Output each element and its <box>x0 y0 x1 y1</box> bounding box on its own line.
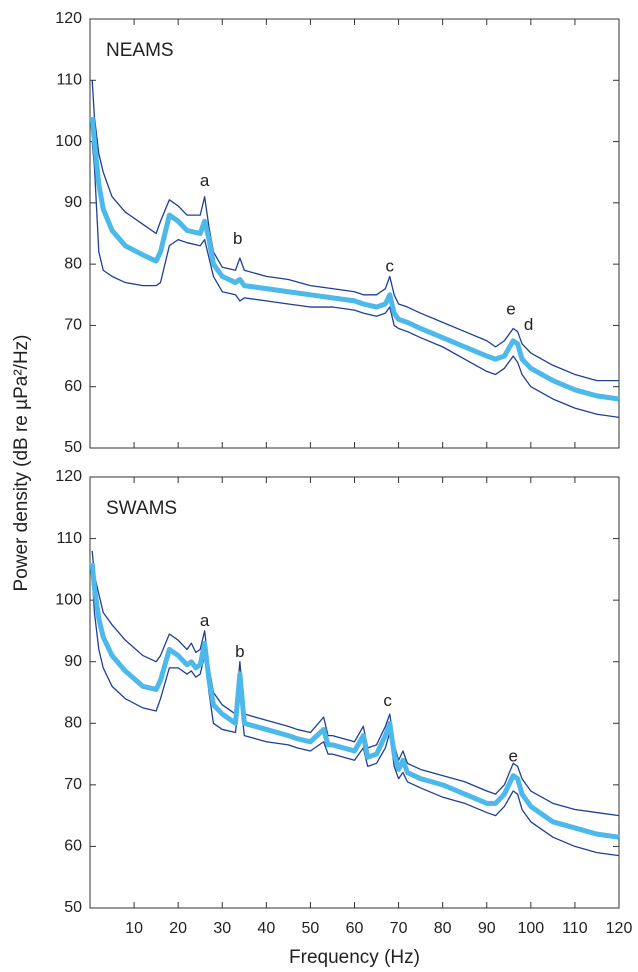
x-tick-label: 60 <box>346 920 364 937</box>
x-tick-label: 90 <box>478 920 496 937</box>
series-line <box>89 562 620 840</box>
x-tick-label: 40 <box>257 920 275 937</box>
y-tick-label: 90 <box>64 653 82 670</box>
x-tick-label: 110 <box>562 920 588 937</box>
y-axis-label: Power density (dB re µPa²/Hz) <box>11 335 32 592</box>
x-axis-label: Frequency (Hz) <box>289 947 420 968</box>
peak-annotation: e <box>508 747 517 766</box>
y-tick-label: 90 <box>64 194 82 211</box>
panel-label: SWAMS <box>106 498 177 519</box>
peak-annotation: a <box>200 611 210 630</box>
y-tick-label: 110 <box>56 530 82 547</box>
series-line <box>91 550 620 817</box>
y-tick-label: 100 <box>55 591 82 608</box>
panel-label: NEAMS <box>106 40 174 61</box>
plot-frame <box>89 18 620 449</box>
y-tick-label: 50 <box>64 439 82 456</box>
peak-annotation: a <box>200 171 210 190</box>
peak-annotation: e <box>506 300 515 319</box>
plot-frame <box>89 476 620 909</box>
x-tick-label: 10 <box>125 920 143 937</box>
peak-annotation: b <box>233 229 242 248</box>
peak-annotation: b <box>235 642 244 661</box>
y-tick-label: 60 <box>64 378 82 395</box>
y-tick-label: 60 <box>64 838 82 855</box>
series-line <box>91 141 620 419</box>
peak-annotation: d <box>524 315 533 334</box>
y-tick-label: 80 <box>64 715 82 732</box>
y-tick-label: 110 <box>56 72 82 89</box>
y-tick-label: 50 <box>64 899 82 916</box>
peak-annotation: c <box>386 257 395 276</box>
y-tick-label: 80 <box>64 255 82 272</box>
y-tick-label: 120 <box>55 468 82 485</box>
x-tick-label: 30 <box>213 920 231 937</box>
series-line <box>91 575 620 857</box>
x-tick-label: 120 <box>606 920 633 937</box>
y-tick-label: 100 <box>55 133 82 150</box>
series-line <box>91 80 619 382</box>
peak-annotation: c <box>383 691 392 710</box>
y-tick-label: 70 <box>64 317 82 334</box>
y-tick-label: 120 <box>55 10 82 27</box>
x-tick-label: 100 <box>517 920 544 937</box>
x-tick-label: 20 <box>169 920 187 937</box>
x-tick-label: 50 <box>302 920 320 937</box>
y-tick-label: 70 <box>64 776 82 793</box>
series-line <box>89 116 620 402</box>
x-tick-label: 80 <box>434 920 452 937</box>
x-tick-label: 70 <box>390 920 408 937</box>
